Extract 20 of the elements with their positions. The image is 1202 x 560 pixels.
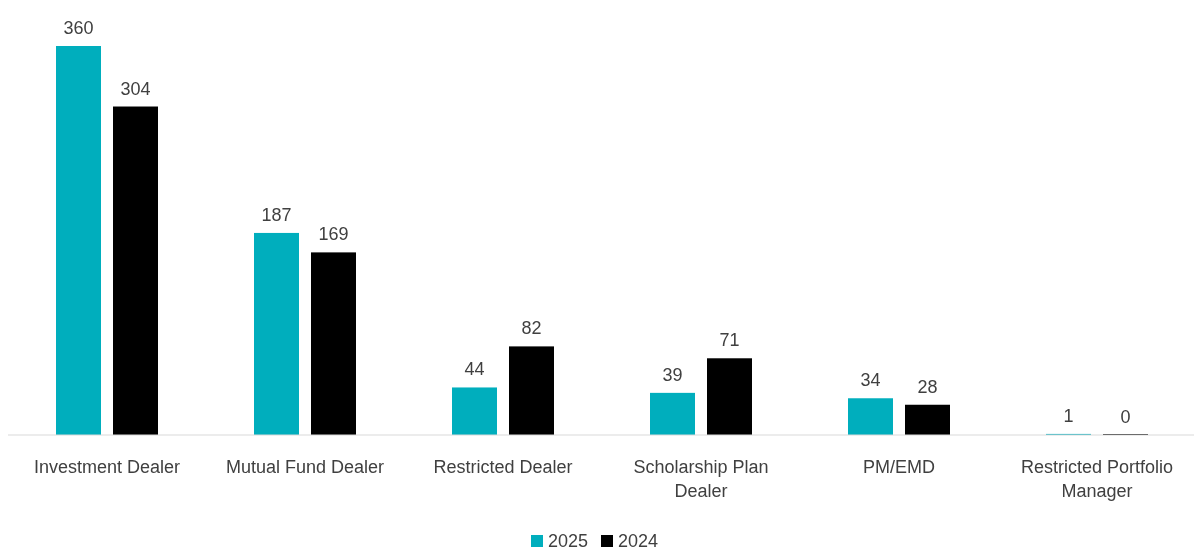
data-label: 304 xyxy=(120,78,151,99)
data-label: 169 xyxy=(318,224,349,245)
data-label: 0 xyxy=(1120,407,1131,427)
data-label: 71 xyxy=(719,330,740,351)
legend-label: 2024 xyxy=(618,531,659,551)
data-label: 1 xyxy=(1063,405,1074,426)
data-label: 187 xyxy=(261,204,292,225)
data-label: 28 xyxy=(917,376,938,397)
x-tick-label: Restricted Portfolio Manager xyxy=(1020,457,1174,501)
data-label: 39 xyxy=(662,364,683,385)
x-tick-label: PM/EMD xyxy=(863,457,935,477)
x-tick-label: Investment Dealer xyxy=(33,457,181,477)
x-tick-label: Restricted Dealer xyxy=(433,457,573,477)
data-label: 44 xyxy=(464,359,485,380)
data-label: 82 xyxy=(521,318,542,339)
data-label: 34 xyxy=(860,370,881,391)
data-label: 360 xyxy=(63,18,94,38)
legend-label: 2025 xyxy=(548,531,589,551)
x-tick-label: Mutual Fund Dealer xyxy=(225,457,385,477)
x-tick-label: Scholarship Plan Dealer xyxy=(633,457,769,501)
